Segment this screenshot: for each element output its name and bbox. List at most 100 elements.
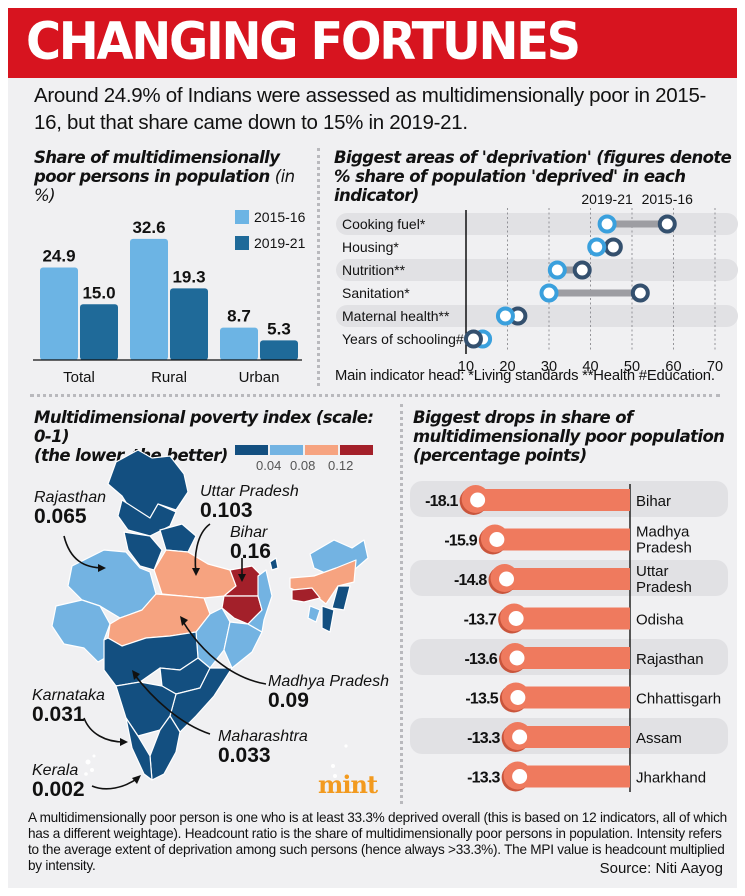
scale-swatch-lowest bbox=[235, 445, 268, 455]
state-label: Madhya bbox=[636, 524, 690, 541]
x-tick-label: 50 bbox=[624, 359, 640, 375]
state-label: Pradesh bbox=[636, 579, 692, 596]
legend-label: 2019-21 bbox=[254, 235, 306, 251]
bar-chart-title: Share of multidimensionally poor persons… bbox=[34, 148, 314, 205]
map-title-line1: Multidimensional poverty index (scale: 0… bbox=[34, 408, 374, 446]
title-banner bbox=[8, 8, 737, 78]
row-band bbox=[336, 305, 738, 327]
legend-label: 2015-16 bbox=[254, 209, 306, 225]
indicator-label: Maternal health** bbox=[342, 308, 450, 324]
dumbbell-point-2019-21 bbox=[597, 214, 617, 234]
state-label: Assam bbox=[636, 730, 682, 747]
bar-value-label: 8.7 bbox=[227, 307, 251, 326]
indicator-label: Sanitation* bbox=[342, 285, 410, 301]
category-label: Rural bbox=[151, 369, 187, 386]
callout-maharashtra: Maharashtra 0.033 bbox=[218, 728, 308, 766]
arrowhead-uttar-pradesh bbox=[192, 568, 200, 576]
indicator-label: Cooking fuel* bbox=[342, 216, 426, 232]
drop-value-label: -13.6 bbox=[465, 651, 498, 668]
arrowhead-madhya-pradesh bbox=[180, 616, 188, 626]
drops-chart: -18.1 Bihar-15.9MadhyaPradesh-14.8UttarPr… bbox=[410, 481, 728, 792]
x-tick-label: 10 bbox=[458, 359, 474, 375]
drop-value-label: -13.3 bbox=[467, 730, 500, 747]
dumbbell-point-2015-16 bbox=[630, 283, 650, 303]
vertical-divider-bottom bbox=[400, 404, 403, 804]
callout-uttar-pradesh: Uttar Pradesh 0.103 bbox=[200, 483, 299, 521]
drop-bar-dot bbox=[508, 611, 524, 626]
callout-bihar: Bihar 0.16 bbox=[230, 524, 271, 562]
mint-logo: mint bbox=[318, 770, 378, 799]
footnote: A multidimensionally poor person is one … bbox=[28, 810, 727, 873]
callout-maharashtra-value: 0.033 bbox=[218, 744, 271, 767]
drop-bar-dot bbox=[499, 571, 514, 587]
drop-bar-dot bbox=[509, 650, 525, 666]
page-title: CHANGING FORTUNES bbox=[26, 12, 581, 72]
dumbbell-note: Main indicator head: *Living standards *… bbox=[335, 368, 715, 384]
dumbbell-point-2019-21 bbox=[495, 306, 515, 326]
drop-value-label: -18.1 bbox=[425, 493, 458, 510]
map-region-mizoram bbox=[321, 605, 335, 633]
legend-label-2019-21: 2019-21 bbox=[581, 191, 633, 207]
callout-rajasthan-value: 0.065 bbox=[34, 505, 87, 528]
bar-urban-2015-16 bbox=[220, 327, 258, 360]
indicator-label: Housing* bbox=[342, 239, 399, 255]
bar-rural-2019-21 bbox=[170, 288, 208, 360]
arrow-maharashtra bbox=[133, 673, 211, 735]
callout-rajasthan-state: Rajasthan bbox=[34, 489, 107, 506]
x-tick-label: 70 bbox=[707, 359, 723, 375]
callout-madhya-pradesh-state: Madhya Pradesh bbox=[268, 673, 389, 690]
scale-swatch-high bbox=[305, 445, 338, 455]
row-band bbox=[336, 213, 738, 235]
callout-uttar-pradesh-state: Uttar Pradesh bbox=[200, 483, 299, 500]
india-map bbox=[51, 449, 369, 792]
legend-label-2015-16: 2015-16 bbox=[642, 191, 694, 207]
drops-title-line1: Biggest drops in share of bbox=[413, 408, 633, 427]
drop-value-label: -15.9 bbox=[444, 533, 477, 550]
drop-value-label: -14.8 bbox=[454, 572, 487, 589]
drops-chart-title: Biggest drops in share of multidimension… bbox=[413, 408, 733, 465]
state-label: Chhattisgarh bbox=[636, 691, 721, 708]
bar-value-label: 15.0 bbox=[82, 283, 115, 302]
map-region-meghalaya bbox=[291, 587, 321, 603]
drop-value-label: -13.5 bbox=[465, 691, 498, 708]
bar-total-2015-16 bbox=[40, 267, 78, 360]
map-region-tripura bbox=[307, 605, 321, 623]
callout-rajasthan: Rajasthan 0.065 bbox=[34, 489, 106, 527]
state-label: Jharkhand bbox=[636, 770, 706, 787]
callout-karnataka: Karnataka 0.031 bbox=[32, 687, 105, 725]
drop-bar bbox=[490, 528, 630, 551]
callout-karnataka-value: 0.031 bbox=[32, 703, 85, 726]
map-region-jammu-kashmir bbox=[107, 449, 189, 519]
scale-tick-3: 0.12 bbox=[328, 458, 354, 473]
drop-bar-dot bbox=[489, 532, 505, 547]
bar-urban-2019-21 bbox=[260, 340, 298, 360]
drop-bar-dot bbox=[512, 769, 528, 784]
scale-swatch-highest bbox=[340, 445, 373, 455]
intro-text: Around 24.9% of Indians were assessed as… bbox=[34, 84, 707, 134]
arrow-kerala bbox=[91, 777, 139, 790]
dumbbell-point-2015-16 bbox=[603, 237, 623, 257]
drops-title-line3: (percentage points) bbox=[413, 446, 587, 465]
map-color-scale bbox=[235, 445, 375, 457]
arrowhead-maharashtra bbox=[132, 670, 140, 680]
map-region-himachal-punjab bbox=[117, 499, 177, 537]
state-label: Pradesh bbox=[636, 540, 692, 557]
drop-bar bbox=[511, 686, 630, 709]
callout-maharashtra-state: Maharashtra bbox=[218, 728, 308, 745]
dumbbell-point-2019-21 bbox=[539, 283, 559, 303]
arrowhead-kerala bbox=[132, 775, 141, 784]
drop-value-label: -13.7 bbox=[464, 612, 497, 629]
map-region-sikkim bbox=[269, 557, 279, 571]
drops-title-line2: multidimensionally poor population bbox=[413, 427, 725, 446]
callout-kerala: Kerala 0.002 bbox=[32, 762, 85, 800]
indicator-label: Years of schooling# bbox=[342, 331, 464, 347]
horizontal-divider bbox=[30, 394, 720, 397]
map-region-nagaland-manipur bbox=[331, 585, 351, 611]
bar-chart-title-unit: (in %) bbox=[34, 167, 295, 205]
dumbbell-point-2015-16 bbox=[572, 260, 592, 280]
drop-bar-dot bbox=[510, 690, 526, 705]
arrowhead-bihar bbox=[238, 574, 246, 582]
dumbbell-chart-title: Biggest areas of 'deprivation' (figures … bbox=[334, 148, 732, 205]
dumbbell-chart: 10 20 30 40 50 60 70 Cooking fuel* Housing* Nutri… bbox=[336, 191, 738, 375]
arrow-karnataka bbox=[83, 717, 125, 743]
